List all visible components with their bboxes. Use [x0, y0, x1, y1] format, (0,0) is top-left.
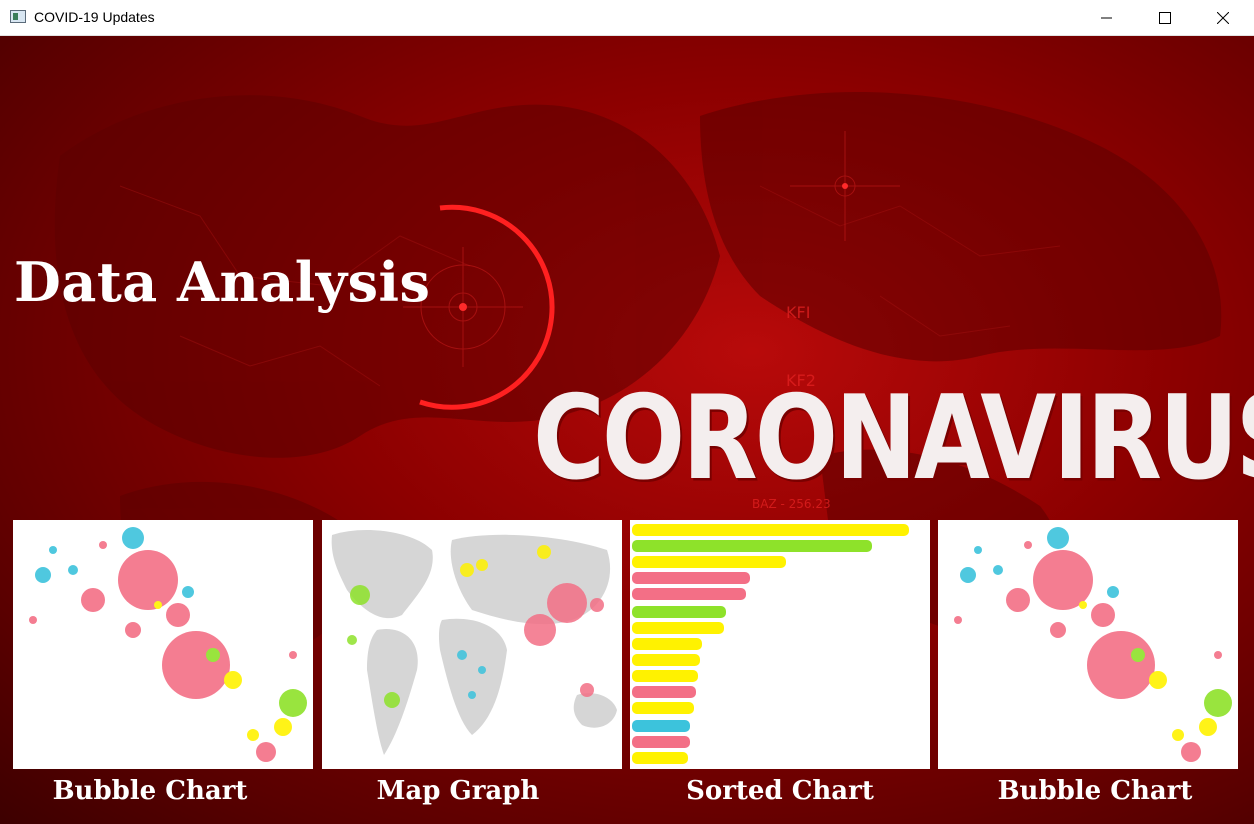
caption-map-graph: Map Graph — [376, 776, 540, 806]
sorted-chart-preview — [632, 524, 909, 764]
sorted-chart-thumbnail[interactable] — [630, 520, 930, 769]
coronavirus-banner: CORONAVIRUS — [533, 372, 1254, 507]
caption-bubble-chart-1: Bubble Chart — [52, 776, 248, 806]
bg-label-kf2: KF2 — [786, 371, 816, 390]
bubble-chart-preview — [29, 527, 307, 762]
close-button[interactable] — [1194, 0, 1252, 36]
world-map-background: KFI KF2 BAZ - 256.23 — [54, 92, 1222, 666]
maximize-button[interactable] — [1136, 0, 1194, 36]
map-graph-preview — [331, 530, 617, 755]
map-graph-thumbnail[interactable] — [322, 520, 622, 769]
bubble-chart-preview — [954, 527, 1232, 762]
title-bar: COVID-19 Updates — [0, 0, 1254, 36]
bubble-chart-thumbnail[interactable] — [13, 520, 313, 769]
bg-label-baz: BAZ - 256.23 — [752, 497, 831, 511]
minimize-button[interactable] — [1078, 0, 1136, 36]
caption-sorted-chart: Sorted Chart — [686, 776, 874, 806]
minimize-icon — [1101, 17, 1112, 19]
main-canvas: KFI KF2 BAZ - 256.23 Data Analysis CORON… — [0, 36, 1254, 824]
maximize-icon — [1159, 12, 1171, 24]
close-icon — [1217, 12, 1229, 24]
app-window-icon — [10, 10, 26, 23]
window-title: COVID-19 Updates — [34, 9, 155, 25]
page-heading: Data Analysis — [14, 250, 431, 314]
caption-bubble-chart-2: Bubble Chart — [997, 776, 1193, 806]
bubble-chart-thumbnail-2[interactable] — [938, 520, 1238, 769]
bg-label-kf1: KFI — [786, 303, 810, 322]
